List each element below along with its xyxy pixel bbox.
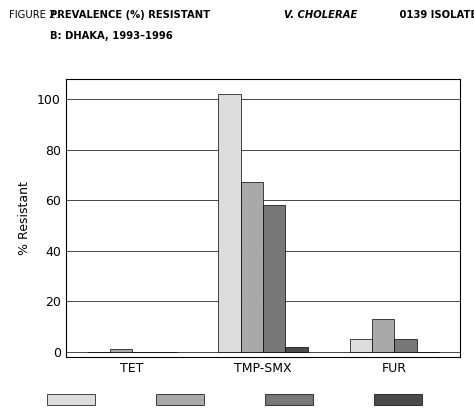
Bar xyxy=(285,347,308,352)
Bar xyxy=(109,349,132,352)
Bar xyxy=(394,339,417,352)
Text: B: DHAKA, 1993–1996: B: DHAKA, 1993–1996 xyxy=(50,31,173,41)
Y-axis label: % Resistant: % Resistant xyxy=(18,181,31,255)
Text: PREVALENCE (%) RESISTANT: PREVALENCE (%) RESISTANT xyxy=(50,10,213,20)
Bar xyxy=(372,319,394,352)
Bar xyxy=(350,339,372,352)
Text: V. CHOLERAE: V. CHOLERAE xyxy=(284,10,358,20)
Bar xyxy=(263,205,285,352)
Text: FIGURE 2.: FIGURE 2. xyxy=(9,10,62,20)
Text: 0139 ISOLATES, ICDDR,: 0139 ISOLATES, ICDDR, xyxy=(396,10,474,20)
Bar xyxy=(241,183,263,352)
Bar xyxy=(219,94,241,352)
